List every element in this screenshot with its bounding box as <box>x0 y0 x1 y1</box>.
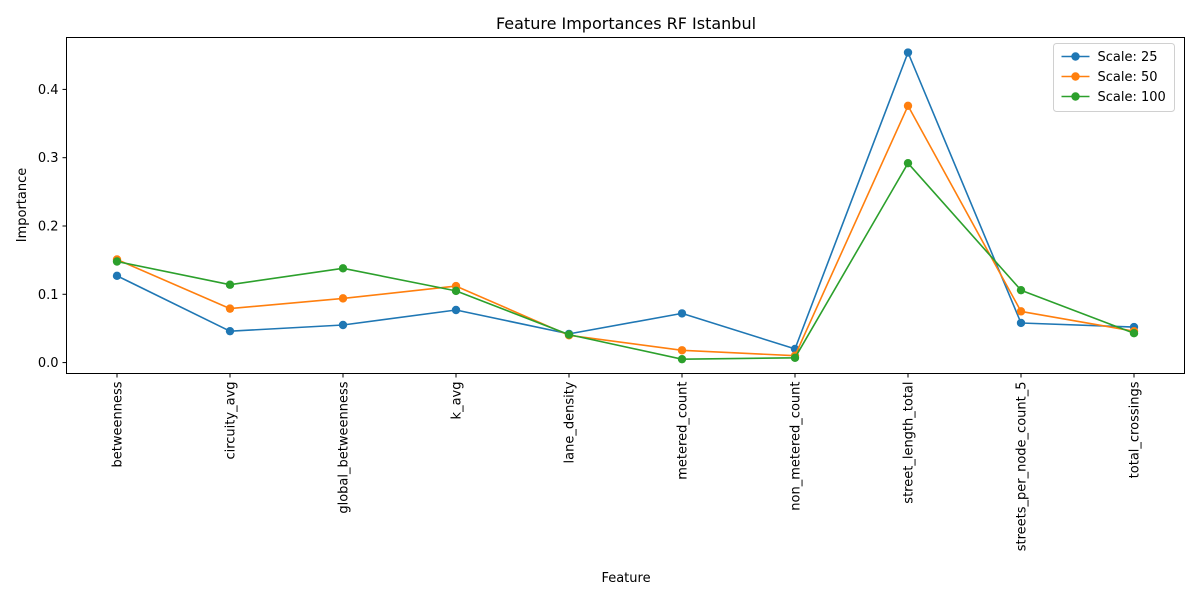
data-point-series-2 <box>338 294 348 303</box>
data-point-series-3 <box>225 280 235 289</box>
data-point-series-2 <box>903 101 913 110</box>
legend: Scale: 25 Scale: 50 Scale: 100 <box>1053 43 1175 112</box>
chart-title: Feature Importances RF Istanbul <box>496 14 756 33</box>
data-point-series-3 <box>790 353 800 362</box>
y-tick-label: 0.2 <box>38 219 59 234</box>
data-point-series-1 <box>451 305 461 315</box>
series-line-3 <box>116 162 1135 361</box>
data-point-series-3 <box>338 264 348 273</box>
data-point-series-3 <box>112 257 122 266</box>
data-point-series-1 <box>225 326 235 336</box>
y-tick-label: 0.0 <box>38 356 59 371</box>
legend-box <box>1053 43 1175 112</box>
x-tick-label: global_betweenness <box>337 381 352 513</box>
y-tick-label: 0.4 <box>38 83 59 98</box>
data-point-series-1 <box>677 309 687 318</box>
series-line-2 <box>116 105 1135 357</box>
x-axis-label: Feature <box>601 571 650 586</box>
y-tick-label: 0.1 <box>38 288 59 303</box>
data-point-series-3 <box>1129 329 1139 338</box>
x-tick-label: k_avg <box>450 382 465 420</box>
legend-label: Scale: 50 <box>1098 70 1158 85</box>
data-point-series-3 <box>1016 285 1026 295</box>
x-tick-label: metered_count <box>676 382 691 480</box>
x-tick-label: lane_density <box>563 381 578 463</box>
plot-area: 0.0 0.1 0.2 0.3 0.4 betweenness circuity_avg gl… <box>38 48 1143 551</box>
x-tick-label: betweenness <box>111 381 126 467</box>
x-tick-label: non_metered_count <box>789 382 804 511</box>
plot-frame <box>66 37 1185 374</box>
legend-marker-swatch <box>1071 92 1080 101</box>
x-tick-label: streets_per_node_count_5 <box>1015 382 1030 552</box>
legend-marker-swatch <box>1071 52 1080 61</box>
legend-label: Scale: 100 <box>1098 90 1166 105</box>
x-tick-label: circuity_avg <box>224 382 239 460</box>
y-axis-label: Importance <box>15 168 30 243</box>
x-tick-label: total_crossings <box>1128 381 1143 478</box>
data-point-series-1 <box>112 271 122 281</box>
series-line-1 <box>116 51 1135 350</box>
data-point-series-2 <box>225 304 235 313</box>
data-point-series-3 <box>451 286 461 296</box>
legend-label: Scale: 25 <box>1098 50 1158 65</box>
y-tick-label: 0.3 <box>38 151 59 166</box>
x-tick-label: street_length_total <box>902 382 917 504</box>
data-point-series-1 <box>338 320 348 330</box>
data-point-series-2 <box>677 346 687 355</box>
legend-marker-swatch <box>1071 72 1080 81</box>
data-point-series-3 <box>564 330 574 339</box>
data-point-series-1 <box>1016 318 1026 328</box>
data-point-series-3 <box>903 158 913 168</box>
data-point-series-3 <box>677 354 687 364</box>
data-point-series-1 <box>903 48 913 57</box>
data-point-series-2 <box>1016 307 1026 316</box>
